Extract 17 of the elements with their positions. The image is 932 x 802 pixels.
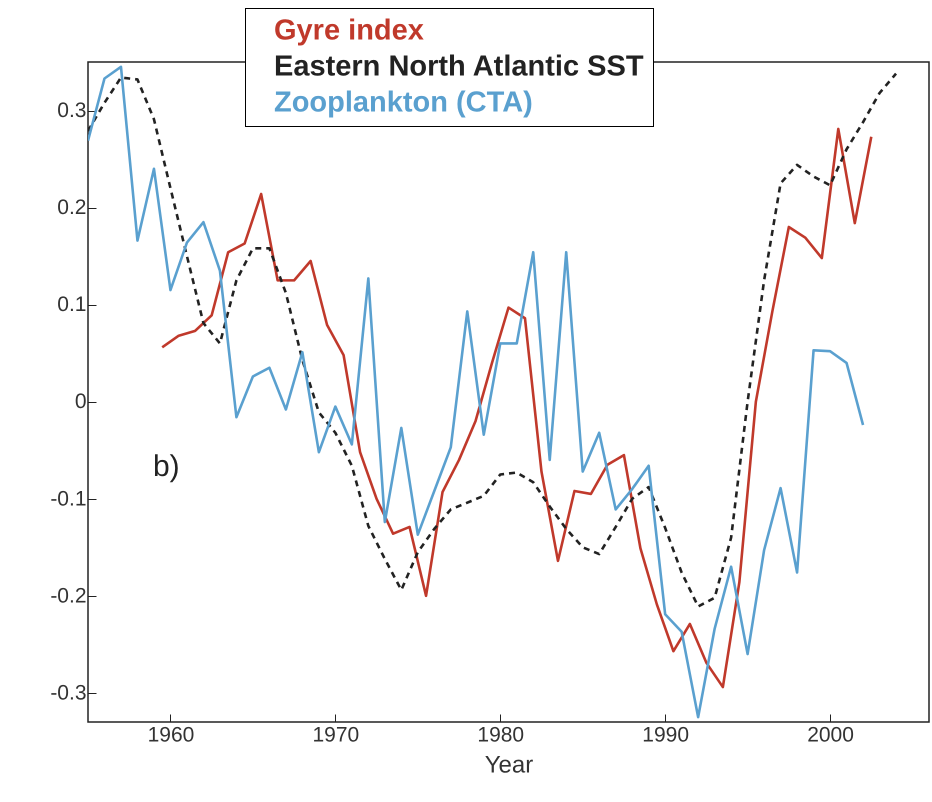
- x-tick-label: 1990: [642, 724, 690, 746]
- y-tick-label: 0.3: [57, 99, 86, 122]
- y-tick-label: 0.2: [57, 196, 86, 220]
- x-axis-title: Year: [484, 752, 534, 778]
- x-tick-label: 1960: [148, 724, 194, 746]
- y-tick-label: -0.3: [50, 681, 86, 704]
- annotation: b): [153, 450, 180, 483]
- x-tick-label: 1980: [477, 724, 524, 746]
- y-tick-label: 0: [74, 390, 86, 414]
- y-tick-label: -0.2: [50, 584, 86, 608]
- x-tick-label: 2000: [807, 724, 854, 746]
- text: Zooplankton (CTA): [274, 86, 533, 118]
- y-tick-label: -0.1: [50, 487, 86, 510]
- text: Eastern North Atlantic SST: [274, 50, 644, 82]
- x-tick-label: 1970: [312, 724, 360, 746]
- text: Gyre index: [274, 14, 424, 46]
- y-tick-label: 0.1: [57, 293, 86, 316]
